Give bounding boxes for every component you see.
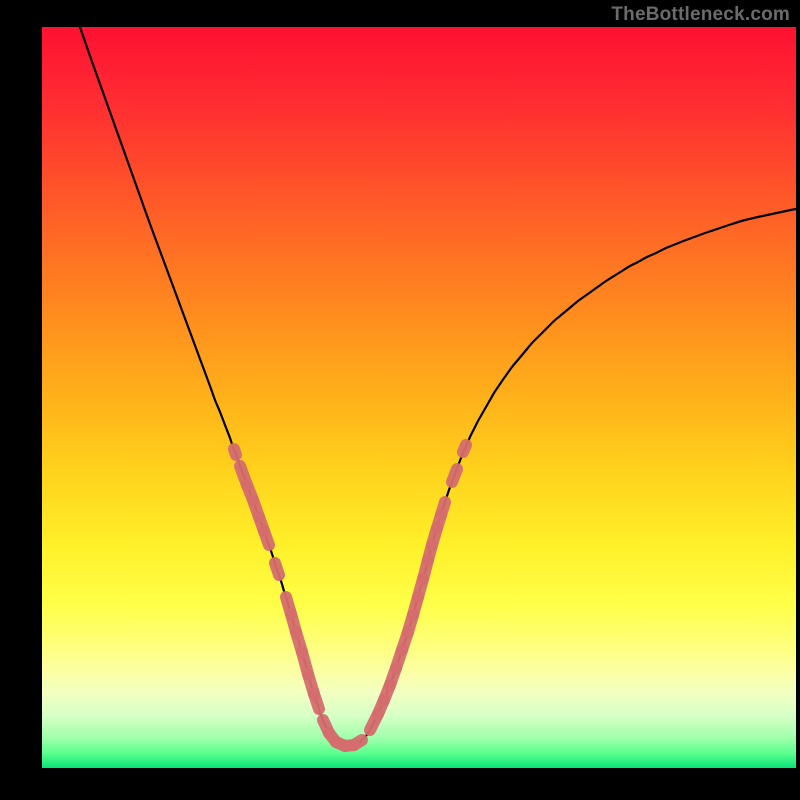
- chart-svg: [0, 0, 800, 800]
- marker-segment: [441, 502, 445, 515]
- marker-segment: [314, 694, 319, 709]
- chart-plot-background: [42, 27, 796, 768]
- marker-segment: [463, 445, 466, 452]
- marker-segment: [275, 563, 279, 575]
- watermark-text: TheBottleneck.com: [611, 4, 790, 26]
- chart-root: TheBottleneck.com: [0, 0, 800, 800]
- marker-segment: [264, 531, 269, 545]
- marker-segment: [354, 740, 362, 745]
- marker-segment: [452, 469, 457, 482]
- marker-segment: [234, 449, 236, 455]
